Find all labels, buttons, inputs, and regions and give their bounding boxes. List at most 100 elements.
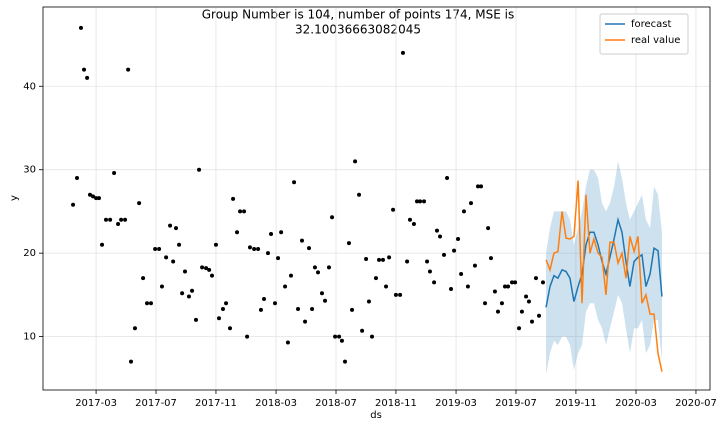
data-point	[398, 292, 403, 297]
data-point	[174, 226, 179, 231]
data-point	[197, 167, 202, 172]
data-point	[441, 252, 446, 257]
data-point	[193, 317, 198, 322]
data-point	[387, 255, 392, 260]
data-point	[438, 234, 443, 239]
chart-title: 32.10036663082045	[295, 23, 421, 37]
data-point	[384, 284, 389, 289]
data-point	[537, 313, 542, 318]
data-point	[289, 273, 294, 278]
data-point	[472, 263, 477, 268]
data-point	[499, 301, 504, 306]
data-point	[400, 50, 405, 55]
data-point	[468, 201, 473, 206]
data-point	[217, 316, 222, 321]
x-tick-label: 2019-03	[435, 398, 477, 409]
data-point	[292, 180, 297, 185]
data-point	[87, 192, 92, 197]
data-point	[137, 201, 142, 206]
data-point	[337, 334, 342, 339]
data-point	[186, 294, 191, 299]
data-point	[96, 196, 101, 201]
data-point	[510, 280, 515, 285]
data-point	[204, 266, 209, 271]
data-point	[360, 328, 365, 333]
data-point	[414, 199, 419, 204]
data-point	[526, 299, 531, 304]
data-point	[129, 359, 134, 364]
data-point	[123, 217, 128, 222]
legend-label: forecast	[631, 19, 672, 30]
data-point	[486, 226, 491, 231]
data-point	[312, 265, 317, 270]
data-point	[517, 326, 522, 331]
data-point	[213, 242, 218, 247]
series-line	[545, 216, 663, 308]
data-point	[307, 246, 312, 251]
data-point	[100, 242, 105, 247]
data-point	[159, 284, 164, 289]
data-point	[319, 291, 324, 296]
data-point	[339, 338, 344, 343]
x-tick-label: 2019-11	[555, 398, 597, 409]
data-point	[303, 319, 308, 324]
x-tick-label: 2018-07	[315, 398, 357, 409]
data-point	[513, 280, 518, 285]
y-tick-label: 30	[23, 165, 36, 176]
x-tick-label: 2019-07	[495, 398, 537, 409]
data-point	[330, 215, 335, 220]
data-point	[380, 257, 385, 262]
data-point	[465, 284, 470, 289]
x-tick-label: 2018-11	[375, 398, 417, 409]
data-point	[418, 199, 423, 204]
data-point	[200, 265, 205, 270]
data-point	[353, 159, 358, 164]
data-point	[190, 288, 195, 293]
data-point	[479, 184, 484, 189]
chart-title: Group Number is 104, number of points 17…	[202, 8, 515, 22]
data-point	[296, 307, 301, 312]
data-point	[75, 176, 80, 181]
x-tick-label: 2020-03	[615, 398, 657, 409]
data-point	[452, 248, 457, 253]
data-point	[265, 251, 270, 256]
data-point	[276, 256, 281, 261]
data-point	[227, 326, 232, 331]
data-point	[393, 292, 398, 297]
x-axis-label: ds	[370, 410, 382, 421]
data-point	[258, 307, 263, 312]
data-point	[247, 245, 252, 250]
y-tick-label: 10	[23, 332, 36, 343]
data-point	[461, 209, 466, 214]
data-point	[333, 334, 338, 339]
data-point	[112, 171, 117, 176]
x-tick-label: 2017-11	[195, 398, 237, 409]
data-point	[391, 207, 396, 212]
data-point	[310, 307, 315, 312]
data-point	[503, 284, 508, 289]
data-point	[252, 246, 257, 251]
data-point	[530, 319, 535, 324]
data-point	[103, 217, 108, 222]
data-point	[519, 309, 524, 314]
data-point	[495, 309, 500, 314]
data-point	[171, 259, 176, 264]
data-point	[524, 294, 529, 299]
data-point	[422, 199, 427, 204]
data-point	[483, 301, 488, 306]
data-point	[238, 209, 243, 214]
data-point	[492, 289, 497, 294]
data-point	[231, 196, 236, 201]
data-point	[357, 192, 362, 197]
data-point	[411, 221, 416, 226]
data-point	[209, 273, 214, 278]
data-point	[180, 291, 185, 296]
data-point	[269, 231, 274, 236]
data-point	[91, 194, 96, 199]
data-point	[427, 269, 432, 274]
data-point	[283, 284, 288, 289]
data-point	[373, 276, 378, 281]
data-point	[256, 246, 261, 251]
data-point	[488, 256, 493, 261]
